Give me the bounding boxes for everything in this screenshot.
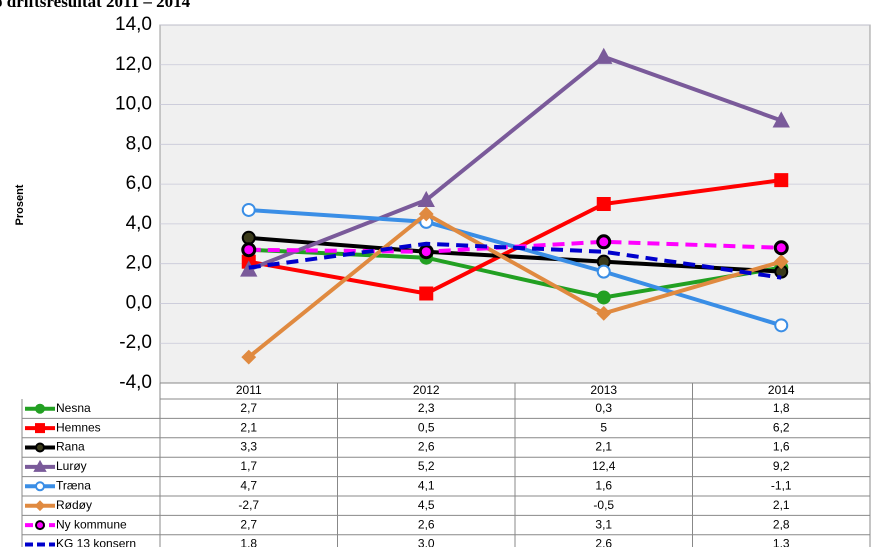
line — [248, 241, 782, 280]
legend-marker — [35, 442, 45, 453]
marker — [418, 244, 434, 260]
marker — [417, 190, 435, 208]
legend-entry: Lurøy — [25, 459, 87, 473]
legend-label: Nesna — [56, 401, 91, 415]
table-cell: 0,3 — [595, 401, 612, 415]
y-tick-label: 14,0 — [115, 14, 152, 35]
table-cell: 12,4 — [592, 459, 616, 473]
table-cell: 3,3 — [240, 440, 257, 454]
table-cell: 6,2 — [773, 420, 790, 434]
table-cell: 1,7 — [240, 459, 257, 473]
legend-label: KG 13 konsern — [56, 537, 136, 547]
series — [248, 241, 782, 280]
legend-label: Rødøy — [56, 498, 92, 512]
table-cell: 2,1 — [595, 440, 612, 454]
marker — [418, 206, 434, 222]
y-tick-label: 8,0 — [126, 133, 152, 154]
legend-entry: KG 13 konsern — [25, 537, 136, 547]
y-axis-title: Prosent — [14, 184, 26, 225]
marker — [774, 173, 789, 188]
table-cell: 4,5 — [418, 498, 435, 512]
y-tick-label: 12,0 — [115, 54, 152, 75]
marker — [241, 230, 256, 245]
table-cell: 0,5 — [418, 420, 435, 434]
marker — [241, 202, 256, 217]
series — [241, 206, 789, 365]
y-tick-label: 0,0 — [126, 292, 152, 313]
table-cell: 2,6 — [418, 517, 435, 531]
table-cell: 2,6 — [595, 537, 612, 547]
table-cell: 4,7 — [240, 478, 257, 492]
legend-marker — [33, 459, 47, 472]
marker — [773, 254, 789, 270]
table-cell: 1,6 — [595, 478, 612, 492]
table-cell: 2,8 — [773, 517, 790, 531]
x-tick-label: 2012 — [413, 383, 440, 397]
table-cell: 5,2 — [418, 459, 435, 473]
table-cell: 3,1 — [595, 517, 612, 531]
table-cell: 2,1 — [773, 498, 790, 512]
marker — [596, 197, 611, 211]
x-tick-label: 2013 — [590, 383, 617, 397]
legend-marker — [35, 520, 45, 531]
legend-marker — [35, 403, 45, 414]
table-cell: 1,3 — [773, 537, 790, 547]
marker — [596, 234, 612, 250]
table-cell: 9,2 — [773, 459, 790, 473]
table-cell: 5 — [600, 420, 607, 434]
y-tick-label: 10,0 — [115, 94, 152, 115]
marker — [241, 242, 257, 258]
table-cell: 2,7 — [240, 517, 257, 531]
table-cell: 2,1 — [240, 420, 257, 434]
plot-area — [159, 24, 871, 384]
chart-title: o driftsresultat 2011 – 2014 — [0, 0, 191, 11]
table-cell: 4,1 — [418, 478, 435, 492]
legend-entry: Træna — [25, 478, 91, 492]
legend-label: Ny kommune — [56, 517, 127, 531]
x-tick-label: 2014 — [768, 383, 795, 397]
marker — [596, 290, 611, 305]
line — [247, 211, 782, 359]
legend-entry: Hemnes — [25, 420, 101, 434]
legend-entry: Rana — [25, 440, 85, 454]
legend-marker — [34, 500, 46, 512]
table-cell: 2,6 — [418, 440, 435, 454]
legend-label: Lurøy — [56, 459, 87, 473]
legend-marker — [35, 481, 45, 492]
legend-entry: Ny kommune — [25, 517, 127, 531]
line — [248, 247, 782, 300]
legend-label: Træna — [56, 478, 91, 492]
line — [248, 54, 782, 272]
table-cell: 2,3 — [418, 401, 435, 415]
marker — [596, 305, 612, 321]
table-cell: -0,5 — [593, 498, 614, 512]
table-cell: -2,7 — [238, 498, 259, 512]
legend-entry: Nesna — [25, 401, 91, 415]
y-tick-label: 6,0 — [126, 173, 152, 194]
marker — [596, 264, 611, 279]
marker — [772, 111, 790, 128]
x-tick-label: 2011 — [236, 383, 262, 397]
legend-label: Rana — [56, 440, 85, 454]
series — [240, 47, 790, 277]
table-cell: -1,1 — [771, 478, 792, 492]
legend-marker — [35, 423, 45, 434]
marker — [241, 349, 257, 365]
legend-entry: Rødøy — [25, 498, 92, 512]
table-cell: 1,8 — [773, 401, 790, 415]
y-tick-label: 2,0 — [126, 253, 152, 274]
table-cell: 1,8 — [240, 537, 257, 547]
legend-label: Hemnes — [56, 420, 101, 434]
table-cell: 2,7 — [240, 401, 257, 415]
y-tick-label: 4,0 — [126, 213, 152, 234]
marker — [773, 240, 789, 256]
y-tick-label: -4,0 — [119, 372, 152, 393]
marker — [595, 47, 613, 64]
table-cell: 1,6 — [773, 440, 790, 454]
table-cell: 3,0 — [418, 537, 435, 547]
marker — [419, 286, 434, 301]
marker — [774, 318, 789, 333]
y-tick-label: -2,0 — [119, 332, 152, 353]
